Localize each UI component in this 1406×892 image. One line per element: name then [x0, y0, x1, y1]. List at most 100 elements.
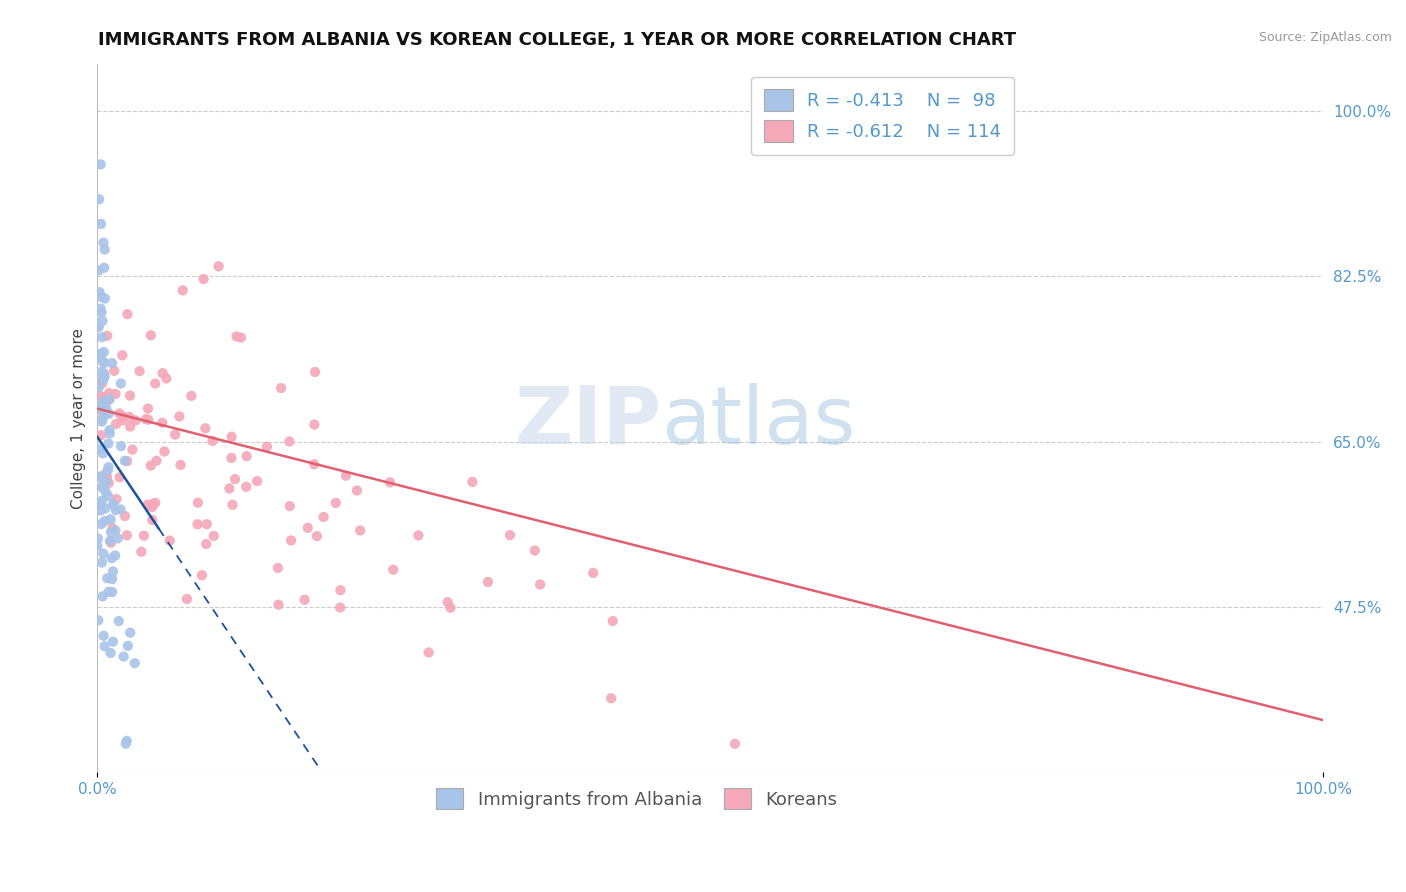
Point [141, 513, 163, 527]
Point [378, 475, 401, 490]
Point [124, 413, 146, 427]
Point [155, 371, 177, 385]
Point [89, 498, 111, 512]
Point [312, 510, 335, 524]
Point [90, 415, 112, 429]
Point [104, 549, 127, 563]
Point [101, 521, 124, 535]
Point [461, 475, 484, 489]
Point [105, 492, 128, 507]
Point [89, 442, 111, 456]
Point [89, 192, 111, 206]
Point [98, 407, 121, 421]
Point [94, 501, 117, 516]
Point [329, 600, 352, 615]
Point [229, 330, 252, 344]
Point [96, 475, 118, 489]
Point [87, 380, 110, 394]
Text: IMMIGRANTS FROM ALBANIA VS KOREAN COLLEGE, 1 YEAR OR MORE CORRELATION CHART: IMMIGRANTS FROM ALBANIA VS KOREAN COLLEG… [98, 31, 1017, 49]
Point [600, 691, 623, 706]
Point [294, 592, 316, 607]
Point [195, 517, 218, 532]
Point [101, 572, 124, 586]
Point [105, 417, 128, 431]
Point [90, 365, 112, 379]
Point [93, 369, 115, 384]
Point [176, 591, 198, 606]
Point [224, 472, 246, 486]
Point [132, 528, 155, 542]
Point [89, 351, 111, 365]
Point [246, 474, 269, 488]
Point [529, 577, 551, 591]
Point [602, 614, 624, 628]
Point [221, 450, 243, 465]
Point [112, 409, 135, 424]
Point [187, 496, 209, 510]
Point [93, 629, 115, 643]
Point [90, 305, 112, 319]
Point [115, 528, 138, 542]
Point [235, 449, 257, 463]
Point [139, 458, 162, 473]
Point [523, 543, 546, 558]
Point [121, 442, 143, 457]
Point [120, 625, 142, 640]
Point [100, 551, 122, 566]
Point [101, 356, 124, 370]
Point [193, 272, 215, 286]
Point [111, 413, 134, 427]
Point [436, 595, 458, 609]
Point [98, 386, 121, 401]
Point [439, 600, 461, 615]
Point [93, 393, 115, 408]
Point [202, 529, 225, 543]
Point [100, 535, 122, 549]
Point [93, 372, 115, 386]
Point [91, 446, 114, 460]
Point [93, 345, 115, 359]
Point [93, 366, 115, 380]
Point [724, 737, 747, 751]
Point [131, 545, 153, 559]
Point [153, 444, 176, 458]
Point [91, 372, 114, 386]
Legend: Immigrants from Albania, Koreans: Immigrants from Albania, Koreans [429, 780, 845, 816]
Point [93, 394, 115, 409]
Text: Source: ZipAtlas.com: Source: ZipAtlas.com [1258, 31, 1392, 45]
Point [114, 454, 136, 468]
Point [110, 376, 132, 391]
Point [103, 364, 125, 378]
Point [108, 406, 131, 420]
Point [114, 737, 136, 751]
Point [100, 512, 122, 526]
Point [114, 508, 136, 523]
Point [87, 400, 110, 414]
Point [302, 457, 325, 471]
Point [96, 571, 118, 585]
Point [94, 484, 117, 499]
Point [221, 498, 243, 512]
Point [152, 366, 174, 380]
Point [145, 454, 167, 468]
Point [98, 426, 121, 441]
Point [418, 645, 440, 659]
Point [87, 318, 110, 333]
Point [128, 364, 150, 378]
Point [101, 565, 124, 579]
Point [118, 388, 141, 402]
Point [94, 292, 117, 306]
Point [90, 157, 112, 171]
Point [107, 614, 129, 628]
Point [101, 585, 124, 599]
Point [201, 434, 224, 448]
Point [97, 436, 120, 450]
Point [90, 556, 112, 570]
Point [87, 499, 110, 513]
Point [90, 469, 112, 483]
Point [143, 496, 166, 510]
Point [87, 319, 110, 334]
Point [195, 537, 218, 551]
Point [97, 463, 120, 477]
Point [98, 392, 121, 406]
